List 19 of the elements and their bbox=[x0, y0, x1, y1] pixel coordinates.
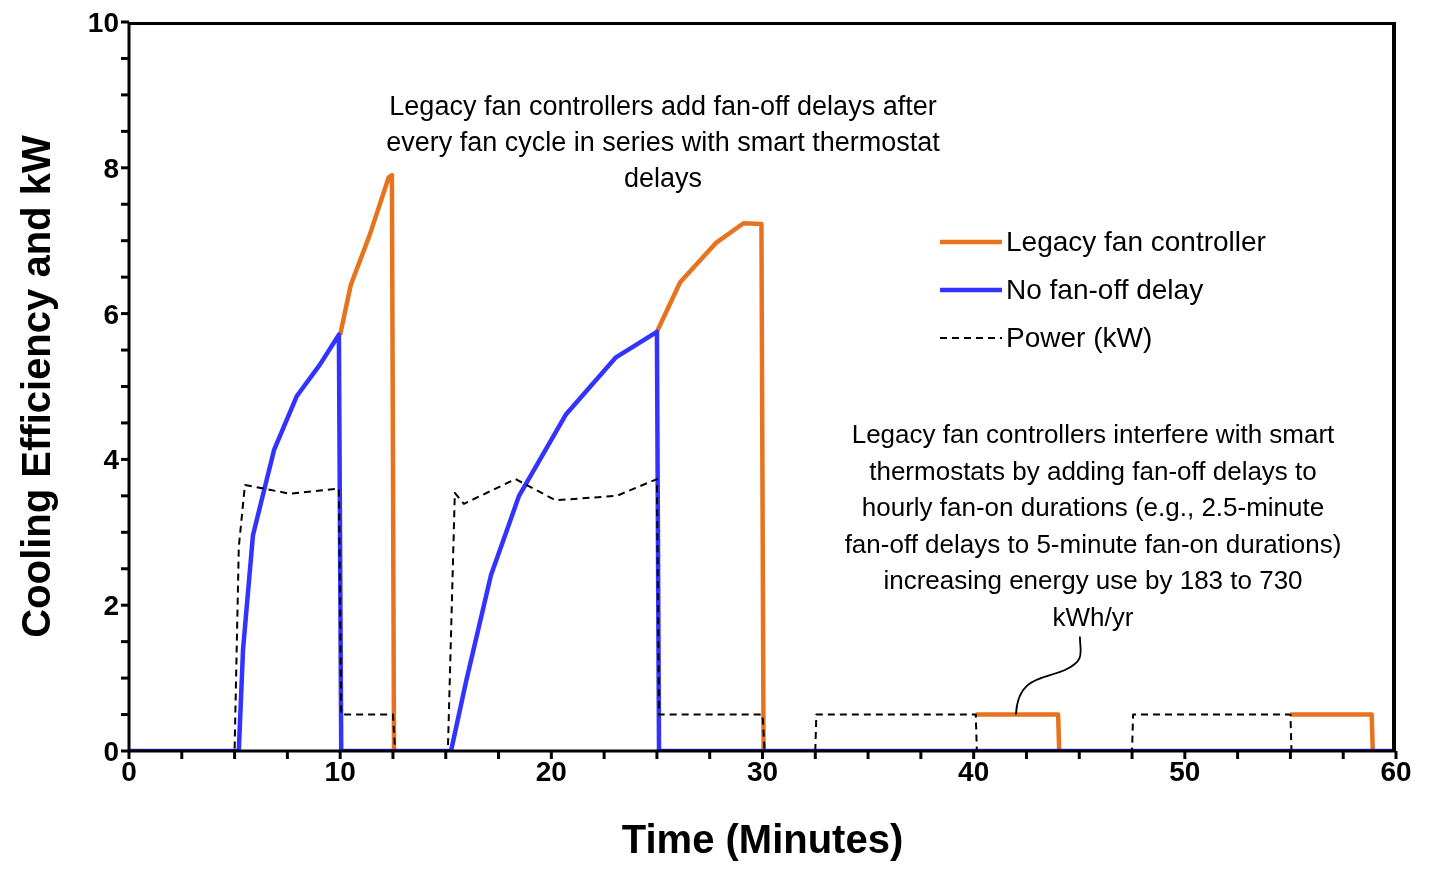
x-tick-label: 10 bbox=[324, 755, 356, 787]
annotation: Legacy fan controllers add fan-off delays after every fan cycle in series with smart thermostat delays bbox=[385, 90, 941, 195]
y-tick-label: 2 bbox=[103, 590, 119, 622]
x-tick-label: 20 bbox=[535, 755, 567, 787]
x-tick-label: 50 bbox=[1169, 755, 1201, 787]
y-axis-title: Cooling Efficiency and kW bbox=[14, 135, 59, 638]
y-tick-label: 8 bbox=[103, 152, 119, 184]
y-tick-label: 6 bbox=[103, 298, 119, 330]
legend-label: Legacy fan controller bbox=[1006, 225, 1266, 259]
y-tick-label: 0 bbox=[103, 735, 119, 767]
x-axis-title: Time (Minutes) bbox=[621, 817, 904, 861]
x-tick-label: 60 bbox=[1380, 755, 1412, 787]
x-tick-label: 40 bbox=[958, 755, 990, 787]
y-tick-label: 10 bbox=[87, 6, 119, 38]
annotation: Legacy fan controllers interfere with smart thermostats by adding fan-off delays to hourly fan-on durations (e.g., 2.5-minute fan-off delays to 5-minute fan-on durations) increasing energy use by 183 to 730 kWh/yr bbox=[843, 418, 1343, 634]
legend-label: Power (kW) bbox=[1006, 321, 1153, 355]
legend-label: No fan-off delay bbox=[1006, 273, 1204, 307]
y-tick-label: 4 bbox=[103, 444, 120, 476]
x-tick-label: 30 bbox=[746, 755, 779, 787]
